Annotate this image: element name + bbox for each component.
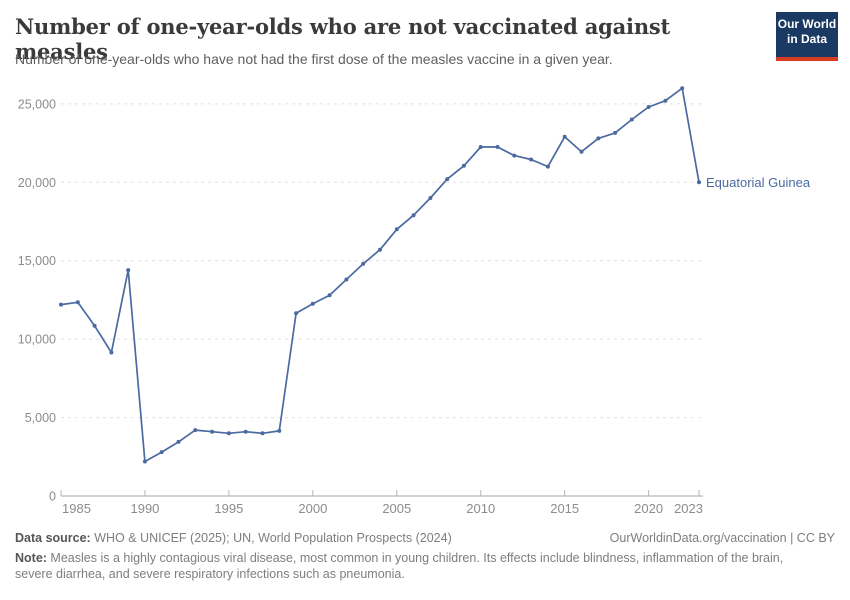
data-point-marker — [512, 153, 517, 158]
data-point-marker — [344, 277, 349, 282]
data-point-marker — [478, 145, 483, 149]
data-source-line: Data source: WHO & UNICEF (2025); UN, Wo… — [15, 531, 452, 545]
data-point-marker — [579, 149, 584, 154]
note-text: Measles is a highly contagious viral dis… — [15, 551, 784, 581]
note-line: Note: Measles is a highly contagious vir… — [15, 550, 810, 582]
x-axis-label: 2020 — [634, 501, 663, 516]
data-point-marker — [378, 247, 382, 252]
data-point-marker — [629, 117, 634, 122]
note-label: Note: — [15, 551, 47, 565]
data-point-marker — [193, 428, 198, 433]
attribution-line: OurWorldinData.org/vaccination | CC BY — [610, 531, 835, 545]
data-point-marker — [697, 180, 701, 185]
data-point-marker — [461, 163, 466, 168]
y-axis-label: 15,000 — [18, 254, 56, 268]
data-point-marker — [680, 86, 685, 91]
chart-footer: Data source: WHO & UNICEF (2025); UN, Wo… — [15, 531, 835, 582]
data-source-label: Data source: — [15, 531, 91, 545]
data-point-marker — [277, 428, 282, 433]
data-source-text: WHO & UNICEF (2025); UN, World Populatio… — [90, 531, 452, 545]
attribution-link[interactable]: OurWorldinData.org/vaccination — [609, 531, 787, 545]
data-point-marker — [529, 157, 534, 162]
data-point-marker — [445, 177, 450, 182]
data-point-marker — [428, 196, 433, 200]
data-point-marker — [663, 98, 668, 103]
data-point-marker — [126, 268, 131, 273]
y-axis-label: 5,000 — [25, 411, 56, 425]
page-subtitle: Number of one-year-olds who have not had… — [15, 51, 613, 67]
y-axis-label: 20,000 — [18, 176, 56, 190]
data-point-marker — [613, 130, 618, 135]
data-point-marker — [310, 301, 315, 306]
data-point-marker — [327, 293, 332, 298]
chart-svg: 0 5,000 10,000 15,000 20,000 25,000 1985 1990 19… — [18, 86, 811, 516]
owid-logo-line2: in Data — [786, 32, 827, 46]
data-point-marker — [176, 439, 181, 444]
data-point-marker — [394, 227, 399, 232]
data-point-marker — [226, 431, 231, 436]
data-point-marker — [294, 311, 299, 316]
x-axis-label: 2005 — [382, 501, 411, 516]
data-point-marker — [75, 300, 80, 305]
line-series-equatorial-guinea — [60, 87, 700, 463]
y-axis-label: 0 — [49, 490, 56, 504]
y-axis-label: 25,000 — [18, 97, 56, 111]
data-point-marker — [210, 429, 215, 434]
data-point-marker — [92, 323, 97, 328]
data-point-marker — [109, 350, 114, 355]
owid-logo-line1: Our World — [777, 17, 837, 31]
data-point-marker — [596, 136, 601, 141]
data-point-marker — [646, 105, 651, 109]
license-text: | CC BY — [786, 531, 835, 545]
data-point-marker — [142, 459, 147, 464]
x-axis-label: 2000 — [298, 501, 327, 516]
y-axis-label: 10,000 — [18, 333, 56, 347]
x-axis-label: 1995 — [214, 501, 243, 516]
x-axis-label: 2015 — [550, 501, 579, 516]
x-axis-label: 2023 — [674, 501, 703, 516]
x-axis-label: 2010 — [466, 501, 495, 516]
x-axis-label: 1985 — [62, 501, 91, 516]
x-axis-label: 1990 — [130, 501, 159, 516]
data-point-marker — [562, 134, 567, 139]
page-title: Number of one-year-olds who are not vacc… — [15, 14, 671, 64]
series-label-equatorial-guinea[interactable]: Equatorial Guinea — [706, 175, 811, 190]
data-point-marker — [159, 450, 164, 455]
data-point-marker — [361, 261, 366, 266]
data-point-marker — [243, 429, 248, 434]
data-point-marker — [59, 302, 63, 307]
data-point-marker — [545, 164, 550, 169]
owid-logo[interactable]: Our World in Data — [776, 12, 838, 61]
data-point-marker — [495, 145, 500, 149]
data-point-marker — [260, 431, 265, 436]
data-point-marker — [411, 213, 416, 218]
